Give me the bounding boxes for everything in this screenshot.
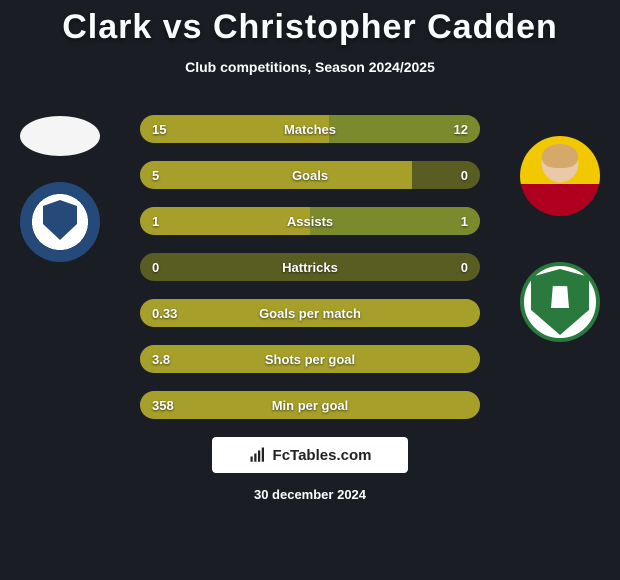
- stat-value-right: 0: [461, 168, 468, 183]
- stat-label: Hattricks: [140, 260, 480, 275]
- stat-row: 1Assists1: [140, 207, 480, 235]
- stat-value-right: 0: [461, 260, 468, 275]
- stat-label: Assists: [140, 214, 480, 229]
- stat-label: Goals per match: [140, 306, 480, 321]
- stat-value-right: 1: [461, 214, 468, 229]
- stat-row: 0Hattricks0: [140, 253, 480, 281]
- stat-row: 358Min per goal: [140, 391, 480, 419]
- stat-label: Min per goal: [140, 398, 480, 413]
- stat-row: 3.8Shots per goal: [140, 345, 480, 373]
- player-right-avatar: [520, 136, 600, 216]
- page-title: Clark vs Christopher Cadden: [0, 0, 620, 47]
- player-left-avatar: [20, 116, 100, 156]
- stats-container: 15Matches125Goals01Assists10Hattricks00.…: [140, 115, 480, 419]
- subtitle: Club competitions, Season 2024/2025: [0, 59, 620, 75]
- stat-row: 0.33Goals per match: [140, 299, 480, 327]
- date: 30 december 2024: [0, 487, 620, 502]
- stat-value-right: 12: [454, 122, 468, 137]
- stat-label: Goals: [140, 168, 480, 183]
- stat-label: Shots per goal: [140, 352, 480, 367]
- player-left-club-badge: [20, 182, 100, 262]
- watermark: FcTables.com: [212, 437, 408, 473]
- player-right-club-badge: [520, 262, 600, 342]
- stat-row: 5Goals0: [140, 161, 480, 189]
- stat-label: Matches: [140, 122, 480, 137]
- watermark-text: FcTables.com: [273, 447, 372, 464]
- chart-icon: [249, 446, 267, 464]
- stat-row: 15Matches12: [140, 115, 480, 143]
